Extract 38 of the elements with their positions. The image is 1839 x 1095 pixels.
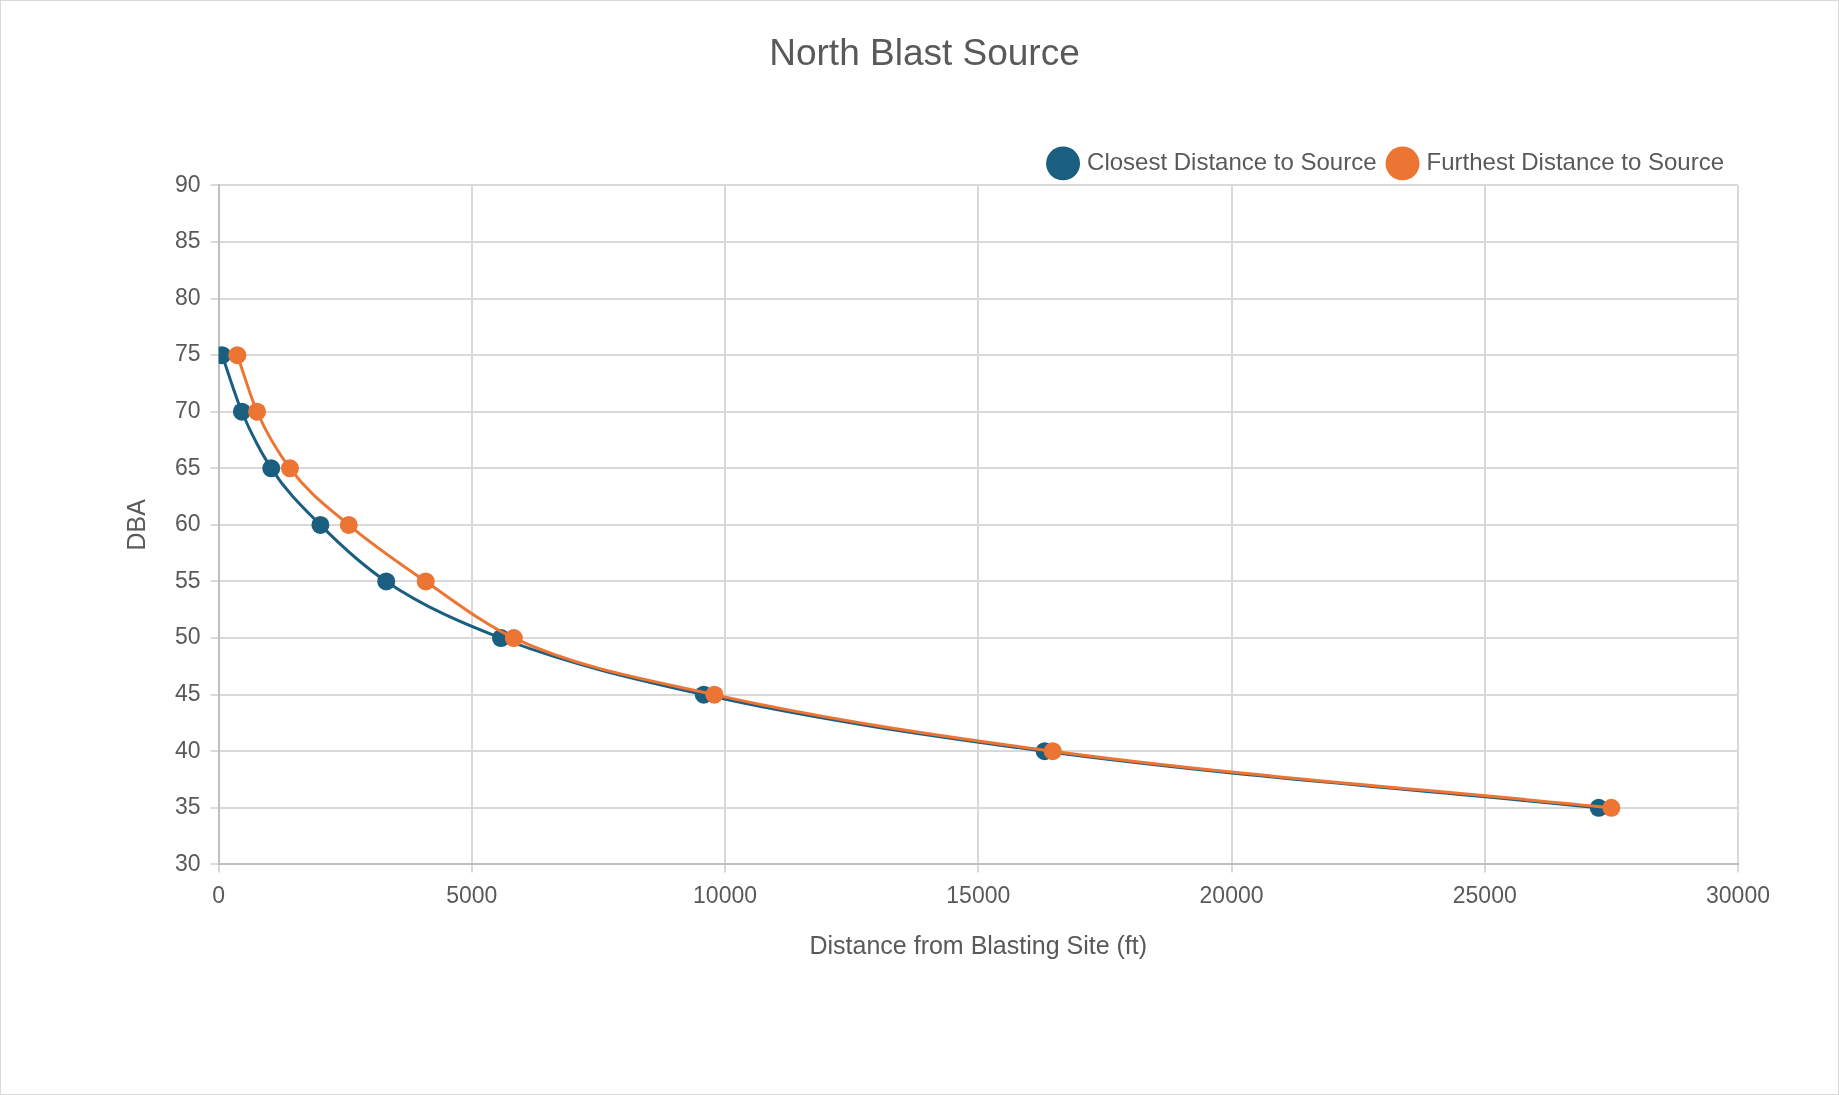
y-tick-label: 75 (174, 340, 201, 367)
y-tick-label: 90 (174, 170, 201, 197)
y-tick-label: 70 (174, 397, 201, 424)
y-tick-label: 35 (174, 793, 201, 820)
x-tick-label: 5000 (446, 881, 498, 908)
y-tick-label: 30 (174, 849, 201, 876)
y-tick-label: 40 (174, 736, 201, 763)
y-tick-label: 60 (174, 510, 201, 537)
legend-label: Furthest Distance to Source (1426, 148, 1724, 176)
x-tick-label: 30000 (1706, 881, 1770, 908)
chart-title: North Blast Source (769, 32, 1080, 74)
point (248, 402, 267, 421)
point (705, 685, 724, 704)
point (377, 572, 396, 591)
point (1043, 742, 1062, 761)
point (416, 572, 435, 591)
x-tick-label: 25000 (1452, 881, 1517, 908)
y-axis-title: DBA (121, 498, 150, 551)
point (228, 346, 247, 365)
x-tick-label: 10000 (693, 881, 758, 908)
point (281, 459, 299, 478)
point (262, 459, 281, 478)
y-tick-label: 85 (174, 227, 201, 254)
point (339, 515, 358, 534)
x-tick-label: 20000 (1199, 881, 1264, 908)
y-tick-label: 55 (174, 566, 201, 593)
x-tick-label: 0 (212, 881, 225, 908)
legend-label: Closest Distance to Source (1087, 148, 1377, 176)
point (311, 515, 330, 534)
point (232, 402, 251, 421)
x-axis-title: Distance from Blasting Site (ft) (809, 930, 1148, 959)
point (504, 629, 523, 648)
point (1602, 798, 1621, 817)
y-tick-label: 45 (174, 679, 201, 706)
y-tick-label: 80 (174, 283, 201, 310)
y-tick-label: 50 (174, 623, 201, 650)
x-tick-label: 15000 (946, 881, 1011, 908)
y-tick-label: 65 (174, 453, 201, 480)
